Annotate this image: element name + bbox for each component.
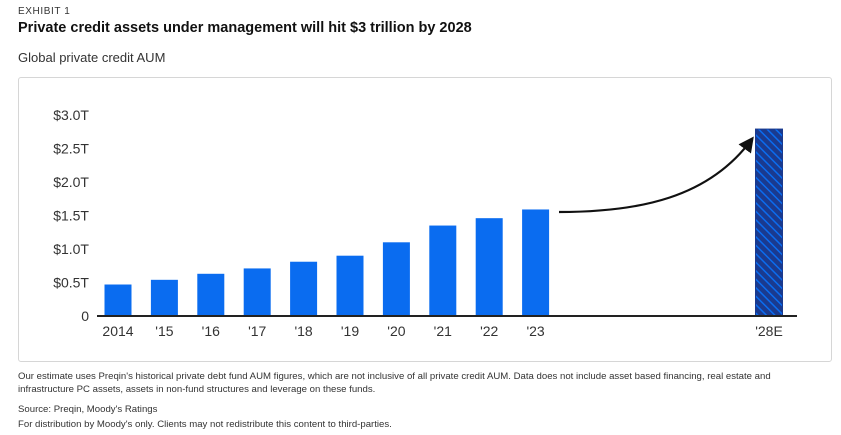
y-tick-label: $0.5T	[53, 275, 89, 291]
x-tick-label: '18	[294, 323, 312, 339]
bar	[475, 218, 503, 316]
bar	[522, 209, 550, 316]
chart-panel: 0 $0.5T $1.0T $1.5T $2.0T $2.5T $3.0T 2014 '15 '…	[18, 77, 832, 362]
x-tick-label: '17	[248, 323, 266, 339]
bar	[290, 261, 318, 316]
bar	[336, 255, 364, 316]
x-tick-label: '22	[480, 323, 498, 339]
x-tick-label: '16	[202, 323, 220, 339]
bars	[104, 128, 783, 317]
y-axis: 0 $0.5T $1.0T $1.5T $2.0T $2.5T $3.0T	[53, 107, 89, 324]
y-tick-label: $3.0T	[53, 107, 89, 123]
x-tick-label: 2014	[102, 323, 133, 339]
x-tick-label: '23	[526, 323, 544, 339]
y-tick-label: $1.5T	[53, 208, 89, 224]
x-tick-label: '21	[434, 323, 452, 339]
x-tick-label: '19	[341, 323, 359, 339]
chart-title: Private credit assets under management w…	[18, 20, 472, 36]
bar	[382, 242, 410, 316]
bar	[150, 279, 178, 316]
y-tick-label: $1.0T	[53, 241, 89, 257]
footnote-distribution: For distribution by Moody's only. Client…	[18, 419, 392, 430]
x-tick-label: '28E	[755, 323, 783, 339]
footnote-methodology: Our estimate uses Preqin's historical pr…	[18, 371, 771, 395]
y-tick-label: $2.5T	[53, 141, 89, 157]
bar-estimate	[755, 128, 783, 317]
x-tick-label: '20	[387, 323, 405, 339]
bar	[243, 268, 271, 316]
chart-subtitle: Global private credit AUM	[18, 50, 166, 65]
bar	[429, 225, 457, 316]
y-tick-label: 0	[81, 308, 89, 324]
growth-arrow	[558, 136, 754, 214]
x-axis: 2014 '15 '16 '17 '18 '19 '20 '21 '22 '23 '28E	[97, 315, 797, 339]
bar-chart: 0 $0.5T $1.0T $1.5T $2.0T $2.5T $3.0T 2014 '15 '…	[53, 107, 797, 339]
footnote-source: Source: Preqin, Moody's Ratings	[18, 404, 158, 415]
bar	[104, 284, 132, 316]
y-tick-label: $2.0T	[53, 174, 89, 190]
exhibit-label: EXHIBIT 1	[18, 6, 71, 17]
bar	[197, 273, 225, 316]
x-tick-label: '15	[155, 323, 173, 339]
